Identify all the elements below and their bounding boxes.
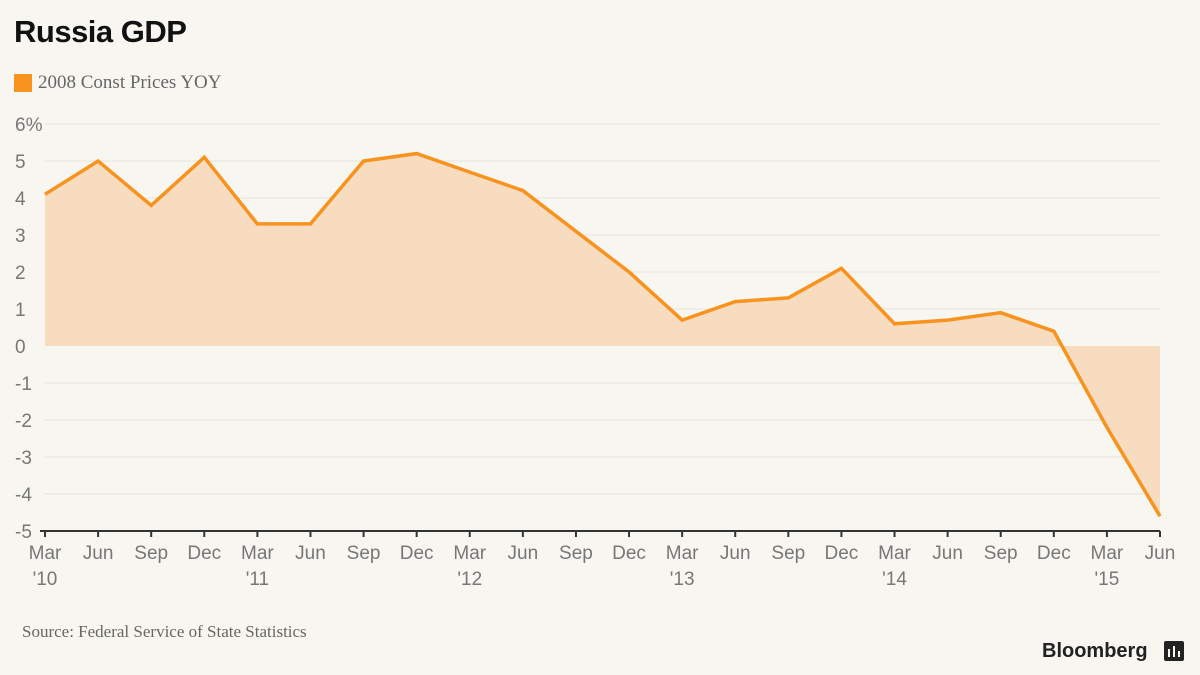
- y-tick: 2: [15, 263, 26, 284]
- x-year-label: '12: [457, 569, 482, 590]
- x-tick: Mar '15: [1091, 543, 1124, 590]
- x-tick: Mar '11: [241, 543, 274, 590]
- y-tick-label: 6%: [15, 115, 43, 136]
- y-tick-label: 2: [15, 263, 26, 284]
- x-tick-label: Sep: [559, 543, 593, 564]
- bloomberg-logo: Bloomberg: [1042, 640, 1148, 662]
- x-tick: Sep: [347, 543, 381, 564]
- y-tick-label: -4: [15, 485, 32, 506]
- x-tick-label: Sep: [134, 543, 168, 564]
- x-tick-label: Dec: [825, 543, 859, 564]
- y-tick-label: -3: [15, 448, 32, 469]
- y-tick: 5: [15, 152, 26, 173]
- x-tick: Jun: [720, 543, 751, 564]
- y-tick: -5: [15, 522, 32, 543]
- x-tick-label: Jun: [83, 543, 114, 564]
- x-tick-label: Dec: [612, 543, 646, 564]
- y-tick: 3: [15, 226, 26, 247]
- x-tick-label: Dec: [1037, 543, 1071, 564]
- y-tick: 0: [15, 337, 26, 358]
- bloomberg-chart-icon: [1164, 641, 1184, 661]
- x-tick: Dec: [612, 543, 646, 564]
- x-tick: Sep: [134, 543, 168, 564]
- x-tick-label: Jun: [932, 543, 963, 564]
- y-tick-label: -2: [15, 411, 32, 432]
- chart-title: Russia GDP: [14, 14, 187, 49]
- x-year-label: '13: [670, 569, 695, 590]
- y-tick: 6%: [15, 115, 43, 136]
- y-tick-label: 0: [15, 337, 26, 358]
- legend: 2008 Const Prices YOY: [14, 72, 222, 94]
- x-tick: Sep: [559, 543, 593, 564]
- x-tick-label: Jun: [720, 543, 751, 564]
- legend-label: 2008 Const Prices YOY: [38, 72, 222, 93]
- y-tick-label: -5: [15, 522, 32, 543]
- x-tick-label: Mar: [241, 543, 274, 564]
- y-tick: -4: [15, 485, 32, 506]
- x-tick: Sep: [771, 543, 805, 564]
- y-tick-label: 1: [15, 300, 26, 321]
- x-tick: Mar '13: [666, 543, 699, 590]
- y-tick-label: -1: [15, 374, 32, 395]
- x-tick-label: Mar: [1091, 543, 1124, 564]
- source-note: Source: Federal Service of State Statist…: [22, 622, 307, 641]
- y-tick: -3: [15, 448, 32, 469]
- y-tick-label: 3: [15, 226, 26, 247]
- x-tick: Jun: [508, 543, 539, 564]
- x-year-label: '10: [33, 569, 58, 590]
- x-tick: Sep: [984, 543, 1018, 564]
- y-tick-label: 5: [15, 152, 26, 173]
- x-tick: Dec: [1037, 543, 1071, 564]
- x-tick: Dec: [187, 543, 221, 564]
- y-tick: 1: [15, 300, 26, 321]
- y-tick: -2: [15, 411, 32, 432]
- x-year-label: '11: [246, 569, 269, 590]
- y-tick: 4: [15, 189, 26, 210]
- x-tick: Jun: [1145, 543, 1176, 564]
- x-year-label: '15: [1095, 569, 1120, 590]
- x-tick: Dec: [825, 543, 859, 564]
- x-tick-label: Mar: [453, 543, 486, 564]
- y-tick: -1: [15, 374, 32, 395]
- x-tick-label: Sep: [771, 543, 805, 564]
- x-tick-label: Dec: [400, 543, 434, 564]
- x-tick-label: Sep: [347, 543, 381, 564]
- x-tick-label: Mar: [878, 543, 911, 564]
- x-year-label: '14: [882, 569, 907, 590]
- x-tick-label: Sep: [984, 543, 1018, 564]
- x-tick: Mar '12: [453, 543, 486, 590]
- legend-swatch: [14, 74, 32, 92]
- x-tick-label: Mar: [666, 543, 699, 564]
- series-area: [45, 153, 1160, 517]
- x-tick: Jun: [295, 543, 326, 564]
- x-tick-label: Jun: [1145, 543, 1176, 564]
- x-tick-label: Jun: [295, 543, 326, 564]
- x-tick: Mar '10: [29, 543, 62, 590]
- x-tick: Dec: [400, 543, 434, 564]
- x-tick-label: Dec: [187, 543, 221, 564]
- x-tick-label: Mar: [29, 543, 62, 564]
- x-tick: Mar '14: [878, 543, 911, 590]
- y-tick-label: 4: [15, 189, 26, 210]
- x-tick-label: Jun: [508, 543, 539, 564]
- x-tick: Jun: [83, 543, 114, 564]
- x-tick: Jun: [932, 543, 963, 564]
- series-line: [44, 151, 1162, 518]
